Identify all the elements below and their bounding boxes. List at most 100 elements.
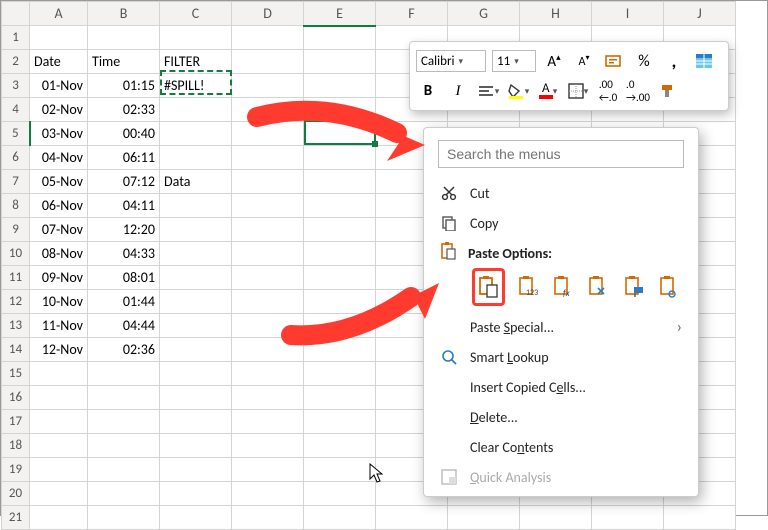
cell[interactable] [160,506,232,530]
cell[interactable] [232,50,304,74]
cell[interactable] [30,434,88,458]
row-header[interactable]: 7 [2,170,30,194]
cell[interactable] [160,362,232,386]
col-header[interactable]: H [520,2,592,26]
col-header[interactable]: F [376,2,448,26]
cell[interactable] [30,410,88,434]
cell[interactable] [304,458,376,482]
clear-contents-menu-item[interactable]: Clear Contents [424,432,698,462]
cell[interactable] [232,218,304,242]
paste-values-button[interactable]: 123 [515,272,540,302]
cell[interactable] [160,122,232,146]
cell[interactable] [88,26,160,50]
row-header[interactable]: 21 [2,506,30,530]
row-header[interactable]: 20 [2,482,30,506]
cell[interactable] [304,146,376,170]
row-header[interactable]: 5 [2,122,30,146]
row-header[interactable]: 3 [2,74,30,98]
cell[interactable] [30,482,88,506]
cell[interactable] [160,242,232,266]
row-header[interactable]: 12 [2,290,30,314]
cell[interactable] [160,98,232,122]
paste-link-button[interactable] [657,272,682,302]
paste-button[interactable] [472,268,505,306]
cell[interactable] [232,146,304,170]
row-header[interactable]: 10 [2,242,30,266]
cell[interactable]: 06:11 [88,146,160,170]
cell[interactable]: 04:33 [88,242,160,266]
row-header[interactable]: 19 [2,458,30,482]
col-header[interactable]: D [232,2,304,26]
cell[interactable]: #SPILL! [160,74,232,98]
cell[interactable]: 09-Nov [30,266,88,290]
col-header[interactable]: J [664,2,736,26]
cell[interactable]: 10-Nov [30,290,88,314]
comma-style-button[interactable]: , [662,50,686,72]
cell[interactable]: 11-Nov [30,314,88,338]
col-header[interactable]: C [160,2,232,26]
format-table-button[interactable] [692,50,716,72]
cell[interactable] [232,98,304,122]
cell[interactable] [88,482,160,506]
cell[interactable] [232,266,304,290]
cell[interactable] [304,122,376,146]
cell[interactable] [160,290,232,314]
cell[interactable] [304,362,376,386]
cell[interactable] [160,266,232,290]
cell[interactable] [304,410,376,434]
cell[interactable] [160,434,232,458]
cell[interactable]: 02-Nov [30,98,88,122]
cell[interactable]: 08-Nov [30,242,88,266]
cell[interactable] [160,26,232,50]
cell[interactable] [160,482,232,506]
cut-menu-item[interactable]: Cut [424,178,698,208]
cell[interactable] [304,170,376,194]
cell[interactable] [232,170,304,194]
col-header[interactable]: B [88,2,160,26]
col-header[interactable]: G [448,2,520,26]
cell[interactable] [304,338,376,362]
font-color-button[interactable]: A ▾ [536,80,560,102]
row-header[interactable]: 4 [2,98,30,122]
cell[interactable] [160,146,232,170]
row-header[interactable]: 9 [2,218,30,242]
row-header[interactable]: 13 [2,314,30,338]
cell[interactable] [160,338,232,362]
row-header[interactable]: 6 [2,146,30,170]
cell[interactable]: 05-Nov [30,170,88,194]
cell[interactable] [232,458,304,482]
row-header[interactable]: 17 [2,410,30,434]
cell[interactable]: 00:40 [88,122,160,146]
row-header[interactable]: 16 [2,386,30,410]
cell[interactable]: 08:01 [88,266,160,290]
cell[interactable] [304,314,376,338]
cell[interactable] [232,74,304,98]
borders-button[interactable]: ▾ [566,80,590,102]
bold-button[interactable]: B [416,80,440,102]
cell[interactable]: 01:44 [88,290,160,314]
cell[interactable] [520,506,592,530]
row-header[interactable]: 18 [2,434,30,458]
cell[interactable] [304,26,376,50]
cell[interactable] [376,506,448,530]
row-header[interactable]: 15 [2,362,30,386]
paste-transpose-button[interactable] [586,272,611,302]
cell[interactable] [232,122,304,146]
row-header[interactable]: 11 [2,266,30,290]
cell[interactable]: Date [30,50,88,74]
paste-formulas-button[interactable]: fx [550,272,575,302]
cell[interactable] [232,362,304,386]
cell[interactable] [30,386,88,410]
accounting-format-button[interactable] [602,50,626,72]
cell[interactable] [304,50,376,74]
cell[interactable] [88,458,160,482]
cell[interactable] [232,338,304,362]
fill-color-button[interactable]: ▾ [506,80,530,102]
cell[interactable] [88,434,160,458]
cell[interactable] [30,26,88,50]
cell[interactable] [160,458,232,482]
cell[interactable] [232,290,304,314]
cell[interactable] [232,482,304,506]
delete-menu-item[interactable]: Delete... [424,402,698,432]
paste-special-menu-item[interactable]: Paste Special... › [424,312,698,342]
